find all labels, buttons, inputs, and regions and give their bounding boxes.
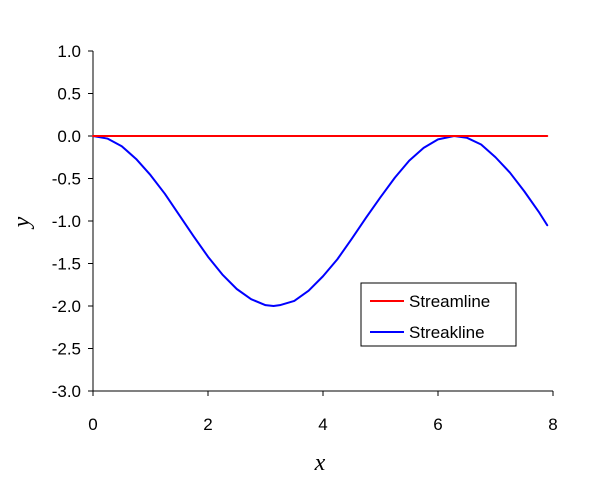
y-tick-label: 0.0 [57,127,81,146]
x-tick-label: 6 [433,415,442,434]
x-tick-label: 2 [203,415,212,434]
y-axis-title: y [9,216,35,229]
x-tick-label: 4 [318,415,327,434]
legend-label-streakline: Streakline [409,323,485,342]
x-tick-label: 0 [88,415,97,434]
plot-area: 1.0 0.5 0.0 -0.5 -1.0 -1.5 -2.0 -2.5 -3.0 0 2 4 6 8 [52,42,558,434]
x-tick-label: 8 [548,415,557,434]
legend: Streamline Streakline [360,282,517,347]
y-tick-label: -2.0 [52,297,81,316]
x-axis-title: x [314,450,326,476]
y-tick-label: -1.5 [52,255,81,274]
y-tick-label: -2.5 [52,340,81,359]
y-tick-label: -1.0 [52,212,81,231]
y-tick-label: 0.5 [57,85,81,104]
series-line-streakline [92,135,549,307]
y-tick-label: -0.5 [52,170,81,189]
y-tick-label: 1.0 [57,42,81,61]
y-tick-label: -3.0 [52,382,81,401]
legend-label-streamline: Streamline [409,292,490,311]
legend-box [360,282,517,347]
